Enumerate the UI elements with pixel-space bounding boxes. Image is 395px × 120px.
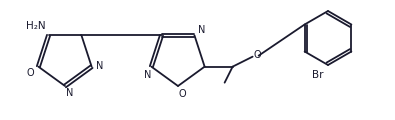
Text: O: O	[26, 68, 34, 78]
Text: Br: Br	[312, 70, 324, 80]
Text: N: N	[198, 25, 205, 35]
Text: O: O	[254, 50, 261, 60]
Text: N: N	[66, 88, 74, 98]
Text: O: O	[178, 89, 186, 99]
Text: H₂N: H₂N	[26, 21, 45, 31]
Text: N: N	[144, 70, 151, 80]
Text: N: N	[96, 61, 103, 71]
